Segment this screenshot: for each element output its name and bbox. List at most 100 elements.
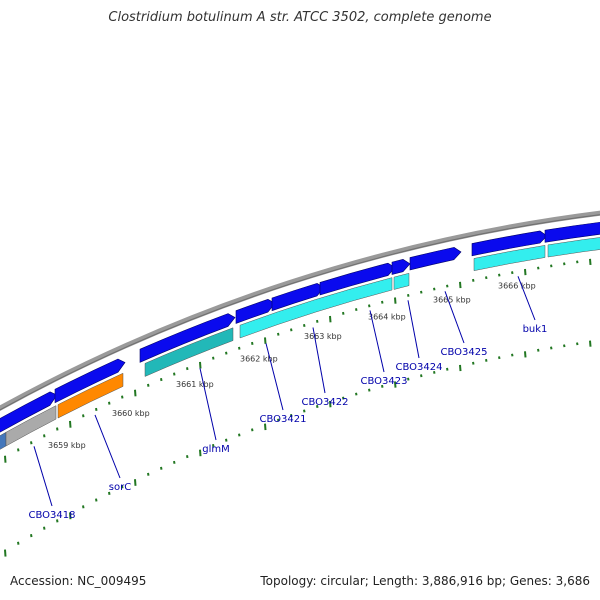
scale-tick [368, 304, 371, 308]
scale-tick [251, 428, 254, 432]
reverse-gene-feature[interactable] [239, 277, 393, 339]
scale-tick [420, 374, 423, 378]
scale-tick [30, 441, 33, 445]
scale-tick [199, 361, 202, 369]
forward-gene-feature[interactable] [0, 391, 58, 444]
scale-tick [199, 449, 202, 457]
gene-label-leader [265, 343, 284, 411]
scale-tick [394, 297, 397, 304]
forward-gene-feature[interactable] [391, 259, 411, 275]
reverse-gene-feature[interactable] [473, 245, 546, 272]
scale-tick [485, 276, 488, 280]
scale-tick [95, 407, 98, 411]
scale-tick [147, 472, 150, 476]
forward-gene-feature[interactable] [471, 230, 548, 257]
scale-tick [498, 356, 501, 360]
scale-tick [446, 367, 449, 371]
forward-gene-feature[interactable] [409, 247, 462, 271]
scale-tick [251, 341, 254, 345]
kbp-tick-label: 3666 kbp [498, 281, 536, 290]
gene-label[interactable]: CBO3424 [396, 362, 443, 373]
scale-tick [82, 505, 85, 509]
gene-label-leader [199, 368, 217, 441]
forward-gene-feature[interactable] [544, 220, 600, 243]
gene-label-leader [407, 300, 420, 359]
gene-label[interactable]: buk1 [523, 324, 548, 335]
scale-tick [277, 418, 280, 422]
scale-tick [329, 400, 332, 408]
scale-tick [238, 346, 241, 350]
scale-tick [563, 344, 566, 348]
forward-gene-feature[interactable] [235, 299, 276, 324]
scale-tick [30, 534, 33, 538]
scale-tick [4, 549, 7, 557]
gene-label-leader [369, 310, 385, 373]
scale-tick [446, 284, 449, 288]
scale-tick [459, 281, 462, 289]
scale-tick [420, 290, 423, 294]
scale-tick [173, 372, 176, 376]
scale-tick [134, 389, 137, 397]
scale-tick [303, 409, 306, 413]
kbp-tick-label: 3660 kbp [112, 409, 150, 418]
scale-tick [82, 414, 85, 418]
kbp-tick-label: 3664 kbp [368, 312, 406, 321]
scale-tick [485, 358, 488, 362]
reverse-gene-feature[interactable] [547, 235, 600, 258]
gene-label[interactable]: CBO3425 [441, 347, 488, 358]
gene-label[interactable]: CBO3421 [260, 414, 307, 425]
scale-tick [225, 351, 228, 355]
gene-label[interactable]: CBO3422 [302, 397, 349, 408]
scale-tick [95, 498, 98, 502]
forward-gene-feature[interactable] [139, 313, 236, 363]
gene-label-leader [444, 291, 465, 344]
scale-tick [56, 519, 59, 523]
scale-tick [550, 264, 553, 268]
forward-strand-features [0, 220, 600, 444]
scale-tick [550, 346, 553, 350]
reverse-strand-features [0, 235, 600, 450]
scale-tick [147, 383, 150, 387]
reverse-gene-feature[interactable] [5, 405, 57, 447]
scale-tick [134, 479, 137, 486]
scale-tick [56, 427, 59, 431]
scale-tick [316, 319, 319, 323]
scale-tick [160, 466, 163, 470]
accession-label: Accession: NC_009495 [10, 574, 147, 588]
scale-tick [524, 351, 527, 358]
gene-label[interactable]: CBO3423 [361, 376, 408, 387]
scale-tick [108, 491, 111, 495]
scale-tick [407, 293, 410, 297]
scale-tick [277, 332, 280, 336]
gene-label[interactable]: sorC [109, 482, 131, 493]
scale-tick [355, 308, 358, 312]
kbp-tick-label: 3662 kbp [240, 354, 278, 363]
scale-tick [329, 315, 332, 323]
scale-tick [186, 367, 189, 371]
scale-tick [290, 413, 293, 418]
scale-tick [43, 526, 46, 530]
scale-tick [69, 420, 72, 428]
scale-tick [589, 258, 592, 265]
gene-label[interactable]: CBO3418 [29, 510, 76, 521]
scale-tick [225, 438, 228, 442]
scale-tick [498, 273, 501, 277]
scale-tick [17, 448, 20, 452]
scale-tick [537, 348, 540, 352]
gene-label-leader [94, 414, 121, 479]
gene-label[interactable]: glmM [202, 444, 230, 455]
labels: 3659 kbp 3660 kbp 3661 kbp 3662 kbp 3663 kbp… [29, 276, 548, 521]
reverse-gene-feature[interactable] [393, 272, 410, 290]
forward-gene-feature[interactable] [54, 358, 126, 404]
scale-tick [173, 460, 176, 464]
scale-tick [212, 443, 215, 448]
scale-ticks [4, 258, 592, 557]
scale-tick [69, 512, 72, 520]
reverse-gene-feature[interactable] [57, 372, 124, 419]
kbp-tick-label: 3661 kbp [176, 380, 214, 389]
kbp-tick-label: 3665 kbp [433, 295, 471, 304]
scale-tick [290, 328, 293, 332]
scale-tick [264, 337, 267, 344]
forward-gene-feature[interactable] [319, 262, 396, 296]
reverse-gene-feature[interactable] [144, 327, 234, 377]
